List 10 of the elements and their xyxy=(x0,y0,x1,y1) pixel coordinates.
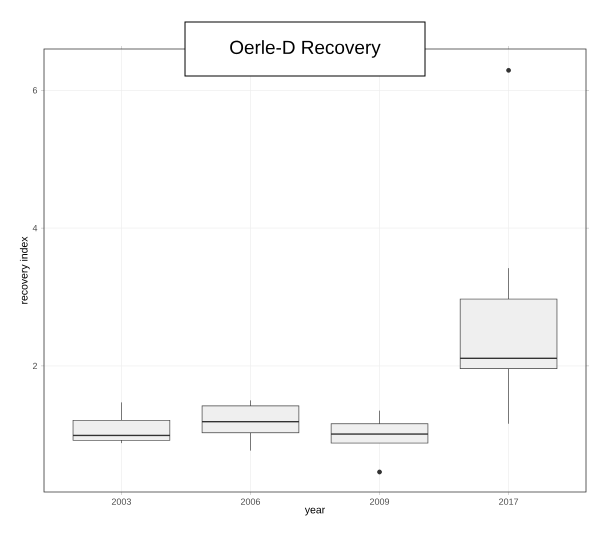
chart-title: Oerle-D Recovery xyxy=(230,40,381,58)
y-tick-label: 4 xyxy=(32,225,38,232)
x-tick-label: 2003 xyxy=(112,498,132,505)
x-tick-label: 2017 xyxy=(499,498,518,505)
y-tick-label: 2 xyxy=(32,362,38,370)
y-tick-label: 6 xyxy=(32,87,38,94)
y-axis-title: recovery index xyxy=(20,236,30,304)
x-axis-title: year xyxy=(304,508,326,516)
x-tick-label: 2006 xyxy=(240,498,260,505)
x-tick-label: 2009 xyxy=(370,498,390,505)
